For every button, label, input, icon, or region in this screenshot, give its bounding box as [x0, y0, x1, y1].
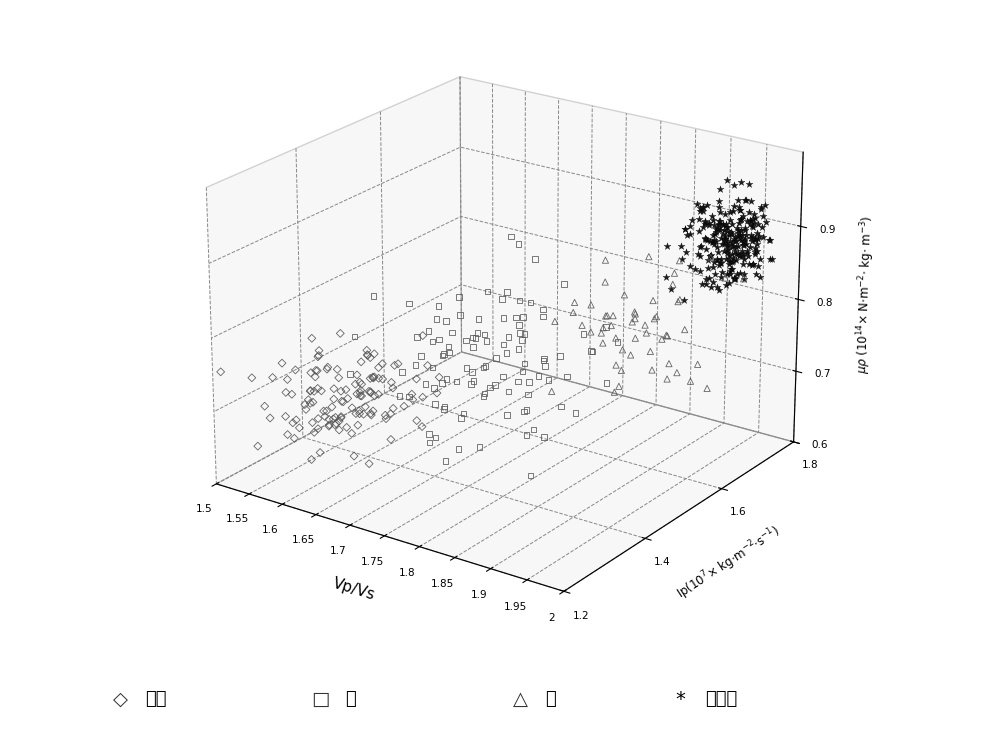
Text: 泥: 泥	[545, 690, 556, 708]
Y-axis label: Ip($10^7$$\times$ kg$\cdot$m$^{-2}$$\cdot$s$^{-1}$): Ip($10^7$$\times$ kg$\cdot$m$^{-2}$$\cdo…	[674, 522, 785, 604]
X-axis label: Vp/Vs: Vp/Vs	[331, 575, 377, 603]
Text: □: □	[311, 690, 329, 709]
Text: ◇: ◇	[112, 690, 128, 709]
Text: 水: 水	[345, 690, 356, 708]
Text: 油气: 油气	[145, 690, 166, 708]
Text: *: *	[675, 690, 685, 709]
Text: △: △	[512, 690, 528, 709]
Text: 非储层: 非储层	[705, 690, 737, 708]
